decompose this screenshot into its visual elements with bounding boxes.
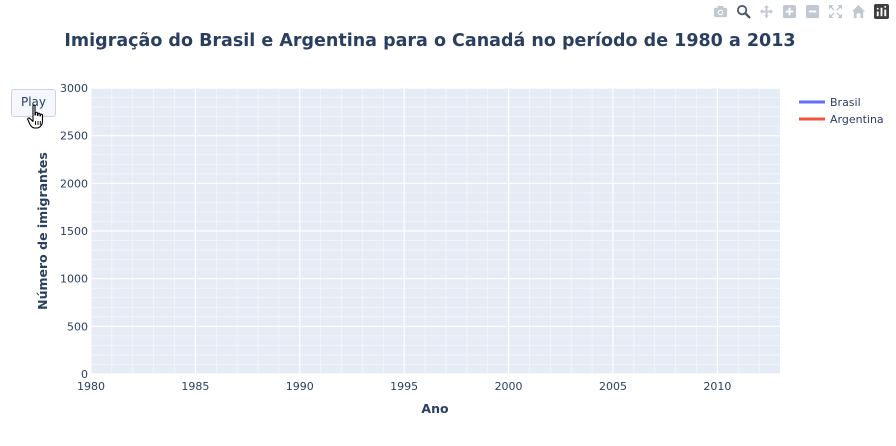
y-tick-label: 500 [67, 320, 88, 333]
y-tick-label: 1500 [60, 225, 88, 238]
x-tick-label: 1980 [77, 380, 105, 393]
legend-label-argentina: Argentina [830, 113, 884, 126]
play-button[interactable]: Play [11, 89, 56, 117]
y-tick-label: 2000 [60, 177, 88, 190]
zoom-icon[interactable] [735, 3, 752, 20]
plotly-logo-icon[interactable] [873, 3, 890, 20]
zoom-out-icon[interactable] [804, 3, 821, 20]
modebar [712, 3, 890, 20]
home-icon[interactable] [850, 3, 867, 20]
x-tick-label: 1985 [181, 380, 209, 393]
y-tick-label: 0 [81, 368, 88, 381]
grid-lines [90, 87, 780, 375]
autoscale-icon[interactable] [827, 3, 844, 20]
camera-icon[interactable] [712, 3, 729, 20]
x-tick-label: 1990 [286, 380, 314, 393]
x-axis-label: Ano [421, 401, 449, 416]
zoom-in-icon[interactable] [781, 3, 798, 20]
chart-title: Imigração do Brasil e Argentina para o C… [64, 31, 795, 51]
x-tick-label: 2000 [495, 380, 523, 393]
legend-label-brasil: Brasil [830, 96, 861, 109]
y-tick-label: 2500 [60, 130, 88, 143]
legend-item-argentina[interactable]: Argentina [799, 113, 884, 126]
axis-ticks: 1980 1985 1990 1995 2000 2005 2010 0 500 1000 1500… [60, 82, 731, 393]
pan-icon[interactable] [758, 3, 775, 20]
y-tick-label: 3000 [60, 82, 88, 95]
x-tick-label: 1995 [390, 380, 418, 393]
x-tick-label: 2010 [703, 380, 731, 393]
y-axis-label: Número de imigrantes [35, 152, 50, 310]
legend: Brasil Argentina [799, 96, 884, 126]
y-tick-label: 1000 [60, 273, 88, 286]
legend-item-brasil[interactable]: Brasil [799, 96, 861, 109]
x-tick-label: 2005 [599, 380, 627, 393]
